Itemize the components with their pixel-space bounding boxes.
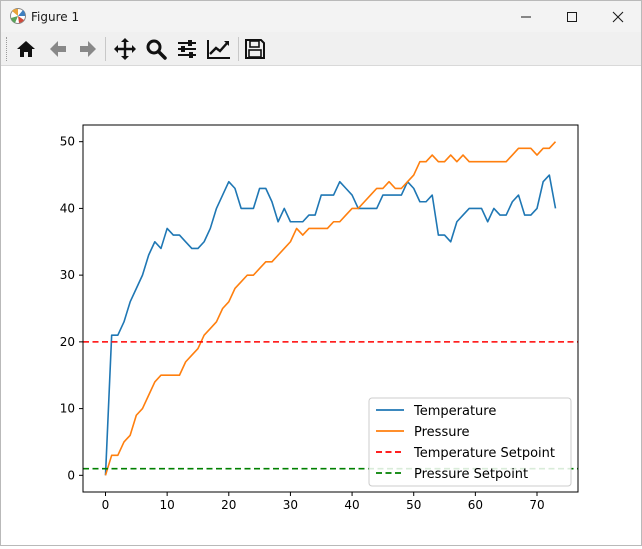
magnifier-icon	[146, 39, 167, 60]
edit-axis-button[interactable]	[205, 35, 233, 63]
x-tick-label: 60	[468, 498, 483, 512]
y-tick-label: 30	[60, 268, 75, 282]
y-tick-label: 40	[60, 201, 75, 215]
toolbar-separator	[105, 37, 106, 61]
sliders-icon	[178, 40, 196, 58]
arrow-right-icon	[80, 41, 96, 57]
back-button[interactable]	[44, 35, 72, 63]
legend-label: Pressure Setpoint	[414, 467, 528, 482]
line-chart[interactable]: 0 10 20 30 40 50 60 70 0 10 20 30 40 50 Temperature P…	[1, 67, 641, 545]
toolbar-separator	[238, 37, 239, 61]
legend-box	[368, 397, 572, 487]
x-tick-label: 70	[529, 498, 544, 512]
minimize-icon	[521, 16, 531, 17]
move-icon	[114, 38, 136, 60]
floppy-disk-icon	[245, 39, 265, 59]
legend-label: Temperature	[413, 404, 496, 419]
zoom-button[interactable]	[142, 35, 170, 63]
close-button[interactable]	[595, 1, 641, 32]
y-tick-label: 10	[60, 402, 75, 416]
title-bar[interactable]: Figure 1	[1, 1, 641, 32]
arrow-left-icon	[50, 41, 66, 57]
y-tick-label: 0	[67, 468, 75, 482]
maximize-button[interactable]	[549, 1, 595, 32]
toolbar-grip[interactable]	[6, 37, 9, 61]
window-title: Figure 1	[31, 10, 80, 24]
y-tick-label: 20	[60, 335, 75, 349]
x-tick-label: 30	[283, 498, 298, 512]
line-chart-icon	[207, 40, 230, 59]
forward-button[interactable]	[74, 35, 102, 63]
close-icon	[612, 11, 624, 22]
legend: Temperature Pressure Temperature Setpoint P…	[368, 397, 572, 487]
matplotlib-icon	[9, 7, 27, 25]
home-button[interactable]	[12, 35, 40, 63]
save-button[interactable]	[241, 35, 269, 63]
x-tick-label: 40	[344, 498, 359, 512]
axes-frame	[82, 124, 579, 493]
x-tick-label: 20	[221, 498, 236, 512]
navigation-toolbar	[1, 32, 641, 66]
configure-subplots-button[interactable]	[173, 35, 201, 63]
x-tick-label: 50	[406, 498, 421, 512]
y-tick-label: 50	[60, 135, 75, 149]
pan-button[interactable]	[111, 35, 139, 63]
series-line-temperature	[104, 174, 557, 476]
x-tick-label: 0	[102, 498, 110, 512]
legend-label: Pressure	[414, 425, 470, 440]
x-tick-label: 10	[160, 498, 175, 512]
home-icon	[17, 41, 35, 57]
maximize-icon	[567, 11, 577, 22]
minimize-button[interactable]	[503, 1, 549, 32]
legend-label: Temperature Setpoint	[413, 446, 555, 461]
series-line-pressure	[104, 141, 557, 476]
figure-canvas[interactable]: 0 10 20 30 40 50 60 70 0 10 20 30 40 50 Temperature P…	[1, 67, 641, 545]
